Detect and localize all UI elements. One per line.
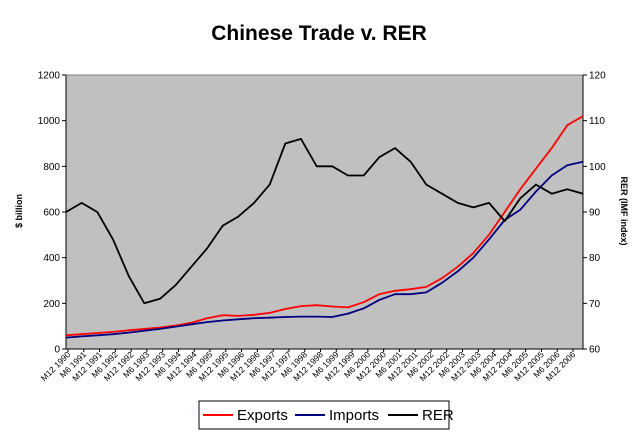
- left-y-tick-label: 400: [43, 253, 60, 264]
- series-lines: [65, 115, 584, 339]
- legend: Exports Imports RER: [198, 400, 454, 430]
- right-y-tick-label: 120: [589, 71, 606, 82]
- right-y-tick-label: 110: [589, 116, 605, 127]
- legend-label-exports: Exports: [237, 407, 288, 424]
- left-y-tick-label: 1000: [38, 116, 61, 127]
- left-y-axis-label: $ billion: [14, 194, 24, 228]
- right-y-tick-label: 70: [589, 299, 601, 310]
- right-y-tick-label: 90: [589, 208, 601, 219]
- chart-title: Chinese Trade v. RER: [211, 22, 427, 45]
- right-y-axis: 60 70 80 90 100 110 120: [582, 71, 606, 356]
- right-y-axis-label: RER (IMF index): [619, 177, 629, 246]
- left-y-tick-label: 1200: [38, 71, 61, 82]
- right-y-tick-label: 80: [589, 253, 601, 264]
- left-y-axis: 0 200 400 600 800 1000 1200: [38, 71, 67, 356]
- right-y-tick-label: 60: [589, 345, 601, 356]
- left-y-tick-label: 0: [54, 345, 60, 356]
- series-line-exports: [65, 115, 584, 337]
- legend-label-rer: RER: [422, 407, 454, 424]
- left-y-tick-label: 600: [43, 208, 60, 219]
- left-y-tick-label: 800: [43, 162, 60, 173]
- left-y-tick-label: 200: [43, 299, 60, 310]
- right-y-tick-label: 100: [589, 162, 606, 173]
- series-line-rer: [65, 137, 584, 305]
- legend-label-imports: Imports: [329, 407, 379, 424]
- series-line-imports: [65, 160, 584, 339]
